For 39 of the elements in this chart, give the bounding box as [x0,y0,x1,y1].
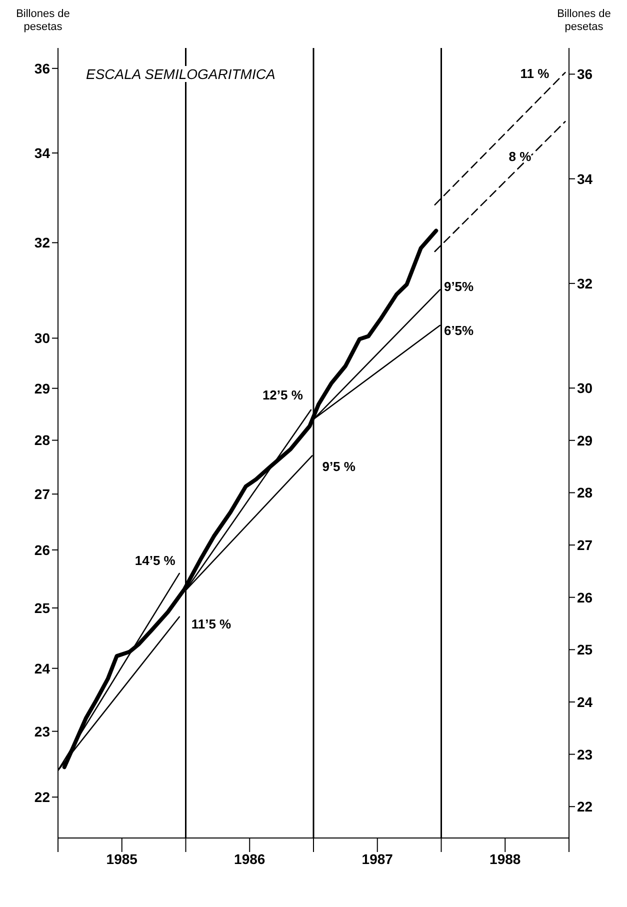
series-label: 9’5% [444,279,474,294]
series-label: 6’5% [444,322,474,338]
series-label: 9’5 % [322,459,356,474]
y-tick-label: 32 [34,234,50,251]
y2-tick-label: 25 [577,642,593,658]
y2-axis-title: Billones de pesetas [557,8,611,33]
x-tick-label: 1985 [106,850,138,867]
y-tick-label: 30 [34,330,50,346]
y-tick-label: 26 [34,542,50,558]
y-tick-label: 25 [34,600,50,616]
x-tick-label: 1988 [490,850,521,867]
y2-tick-label: 28 [577,484,593,501]
y-tick-label: 23 [34,723,50,740]
y-tick-label: 28 [34,432,50,448]
series-label: 11’5 % [191,616,232,632]
x-tick-label: 1987 [362,850,394,867]
y2-tick-label: 22 [577,798,593,815]
x-tick-label: 1986 [234,850,266,867]
y2-tick-label: 36 [577,66,593,82]
y-tick-label: 24 [34,660,50,676]
series-label: 8 % [508,148,532,164]
y2-tick-label: 26 [577,589,593,606]
series-label: 12’5 % [262,387,304,402]
y2-tick-label: 30 [577,380,593,396]
y-tick-label: 29 [34,380,50,396]
y-tick-label: 22 [34,789,50,806]
y-tick-label: 36 [34,60,50,76]
series-label: 14’5 % [134,552,176,568]
y2-tick-label: 34 [577,170,593,187]
series-label: 11 % [520,66,550,81]
y2-tick-label: 27 [577,536,593,553]
y-tick-label: 27 [34,486,50,502]
y-axis-title: Billones de pesetas [16,8,70,33]
y-tick-label: 34 [34,144,50,161]
y2-tick-label: 23 [577,746,593,762]
y2-tick-label: 32 [577,275,593,292]
annotation: ESCALA SEMILOGARITMICA [83,66,278,82]
y2-tick-label: 29 [577,432,593,448]
y2-tick-label: 24 [577,694,593,710]
